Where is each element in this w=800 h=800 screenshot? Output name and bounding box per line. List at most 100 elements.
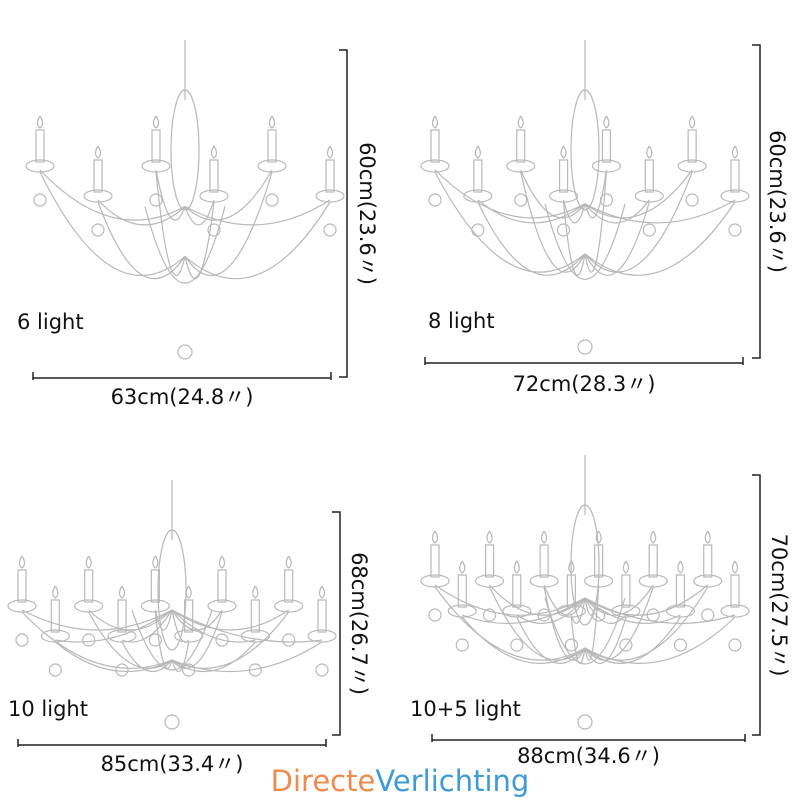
candle xyxy=(703,544,713,578)
drape xyxy=(584,616,681,664)
pendant xyxy=(685,193,699,207)
brand-logo: DirecteVerlichting xyxy=(271,764,530,798)
pendant xyxy=(215,633,229,647)
flame xyxy=(285,555,292,569)
stem xyxy=(570,504,600,626)
flame xyxy=(650,530,657,544)
candle xyxy=(594,544,604,578)
drape xyxy=(584,201,736,276)
pendant xyxy=(510,638,524,652)
bowl xyxy=(131,609,213,671)
candle xyxy=(730,159,740,193)
drape xyxy=(171,641,323,673)
candle xyxy=(566,574,576,608)
arm xyxy=(21,609,173,631)
candle xyxy=(17,569,27,603)
height-label: 60cm(23.6〃) xyxy=(355,142,379,285)
flame xyxy=(731,145,739,159)
candle xyxy=(512,574,522,608)
bottom-drop xyxy=(164,714,180,730)
height-line xyxy=(332,511,341,736)
flame xyxy=(689,115,696,129)
flame xyxy=(94,145,102,159)
candle xyxy=(117,599,127,633)
arm xyxy=(477,199,586,224)
brand-part: Verlichting xyxy=(375,764,529,798)
width-line xyxy=(431,734,746,742)
chandelier-sketch xyxy=(25,40,345,360)
pendant xyxy=(599,193,614,207)
flame xyxy=(560,145,567,159)
candle xyxy=(150,569,160,603)
flame xyxy=(431,530,439,544)
bowl xyxy=(144,206,226,284)
stem xyxy=(570,89,600,211)
chandelier-sketch xyxy=(420,40,750,355)
width-line xyxy=(424,357,744,365)
bottom-drop xyxy=(177,344,193,360)
pendant xyxy=(91,223,105,237)
pendant xyxy=(207,223,221,237)
candle xyxy=(325,159,335,193)
flame xyxy=(218,555,226,569)
drape xyxy=(39,171,186,277)
candle xyxy=(50,599,60,633)
arm xyxy=(543,584,586,616)
flame xyxy=(540,530,548,544)
arm xyxy=(171,609,256,643)
candle xyxy=(539,544,549,578)
flame xyxy=(318,585,326,599)
flame xyxy=(85,555,92,569)
pendant xyxy=(556,223,571,237)
candle xyxy=(209,159,219,193)
arm xyxy=(584,584,600,616)
drape xyxy=(97,201,186,280)
arm xyxy=(584,597,627,624)
chandelier-sketch xyxy=(420,455,750,730)
width-line xyxy=(32,372,332,380)
width-label: 63cm(24.8〃) xyxy=(111,385,254,409)
candle xyxy=(558,159,569,193)
pendant xyxy=(15,633,29,647)
arm xyxy=(171,609,323,643)
candle xyxy=(621,574,631,608)
height-label: 68cm(26.7〃) xyxy=(347,552,371,695)
arm xyxy=(584,597,681,624)
arm xyxy=(171,609,190,643)
drape xyxy=(171,641,190,673)
arm xyxy=(184,199,331,226)
arm xyxy=(171,609,290,631)
drape xyxy=(121,641,173,672)
arm xyxy=(155,169,186,221)
width-label: 85cm(33.4〃) xyxy=(101,752,244,776)
candle xyxy=(644,159,654,193)
pendant xyxy=(428,608,442,622)
pendant xyxy=(33,193,47,207)
drape xyxy=(434,171,586,273)
light-count: 8 light xyxy=(428,309,495,333)
pendant xyxy=(82,633,96,647)
light-count: 10+5 light xyxy=(410,697,521,721)
arm xyxy=(584,169,693,219)
pendant xyxy=(455,638,469,652)
arm xyxy=(184,199,215,226)
flame xyxy=(474,145,481,159)
pendant xyxy=(728,638,742,652)
flame xyxy=(568,560,575,574)
drape xyxy=(171,611,223,669)
arm xyxy=(520,169,586,219)
pendant xyxy=(265,193,279,207)
flame xyxy=(210,145,218,159)
flame xyxy=(18,555,26,569)
width-label: 72cm(28.3〃) xyxy=(513,372,656,396)
candle xyxy=(267,129,277,163)
pendant xyxy=(619,638,633,652)
drape xyxy=(516,616,586,664)
flame xyxy=(152,555,159,569)
arm xyxy=(584,199,650,224)
arm xyxy=(97,199,186,226)
candle xyxy=(84,569,94,603)
pendant xyxy=(673,638,688,652)
